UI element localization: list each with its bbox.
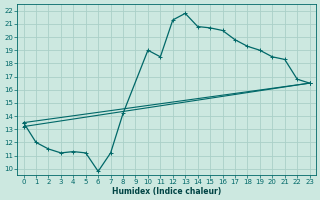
X-axis label: Humidex (Indice chaleur): Humidex (Indice chaleur): [112, 187, 221, 196]
